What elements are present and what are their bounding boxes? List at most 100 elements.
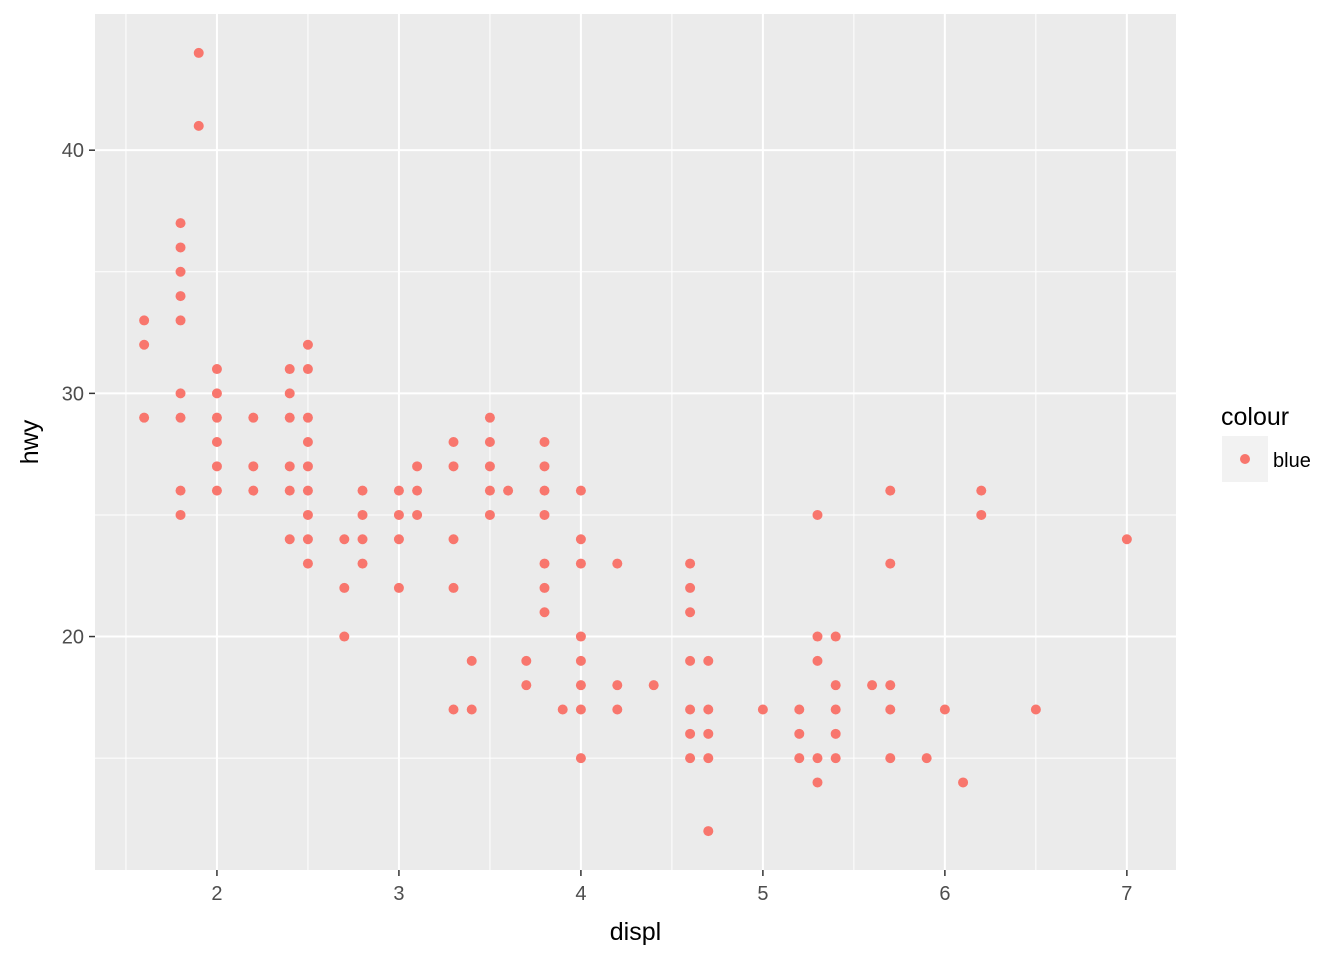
data-point: [648, 680, 659, 691]
data-point: [448, 461, 459, 472]
y-tick-label: 20: [62, 627, 84, 649]
data-point: [139, 339, 150, 350]
data-point: [284, 388, 295, 399]
data-point: [302, 364, 313, 375]
data-point: [175, 266, 186, 277]
data-point: [976, 509, 987, 520]
data-point: [703, 704, 714, 715]
data-point: [412, 485, 423, 496]
data-point: [830, 704, 841, 715]
data-point: [248, 412, 259, 423]
data-point: [393, 582, 404, 593]
data-point: [302, 412, 313, 423]
data-point: [448, 437, 459, 447]
legend-entries: blue: [1222, 436, 1311, 482]
data-point: [393, 509, 404, 520]
data-point: [302, 509, 313, 520]
data-point: [139, 412, 150, 423]
data-point: [211, 437, 222, 447]
data-point: [794, 704, 805, 715]
data-point: [575, 680, 586, 691]
data-point: [412, 461, 423, 472]
data-point: [284, 364, 295, 375]
data-point: [812, 655, 823, 666]
data-point: [357, 485, 368, 496]
data-point: [503, 485, 514, 496]
data-point: [248, 461, 259, 472]
data-point: [939, 704, 950, 715]
data-point: [466, 704, 477, 715]
data-point: [484, 437, 495, 447]
y-tick-label: 40: [62, 140, 84, 162]
data-point: [211, 412, 222, 423]
data-point: [484, 461, 495, 472]
data-point: [539, 509, 550, 520]
y-axis-title: hwy: [16, 419, 44, 464]
data-point: [575, 704, 586, 715]
x-tick-label: 6: [939, 883, 950, 905]
data-point: [302, 534, 313, 545]
data-point: [193, 47, 204, 58]
data-point: [703, 728, 714, 739]
data-point: [284, 485, 295, 496]
data-point: [339, 534, 350, 545]
data-point: [794, 728, 805, 739]
plot-panel: [95, 14, 1176, 870]
data-point: [539, 607, 550, 618]
data-point: [830, 680, 841, 691]
data-point: [302, 437, 313, 447]
data-point: [484, 509, 495, 520]
data-point: [139, 315, 150, 326]
data-point: [175, 509, 186, 520]
data-point: [685, 655, 696, 666]
data-point: [484, 412, 495, 423]
legend-marker: [1240, 454, 1250, 464]
data-point: [539, 558, 550, 569]
data-point: [685, 582, 696, 593]
data-point: [921, 753, 932, 764]
data-point: [357, 558, 368, 569]
data-point: [812, 631, 823, 642]
data-point: [794, 753, 805, 764]
data-point: [685, 728, 696, 739]
x-tick-label: 3: [393, 883, 404, 905]
legend-title: colour: [1221, 403, 1289, 431]
data-point: [393, 485, 404, 496]
data-point: [1121, 534, 1132, 545]
data-point: [539, 485, 550, 496]
data-point: [575, 534, 586, 545]
data-point: [448, 704, 459, 715]
data-point: [248, 485, 259, 496]
data-point: [885, 485, 896, 496]
data-point: [357, 509, 368, 520]
legend: colour blue: [1221, 403, 1311, 482]
data-point: [175, 218, 186, 229]
x-tick-label: 7: [1121, 883, 1132, 905]
data-point: [539, 461, 550, 472]
data-point: [284, 534, 295, 545]
data-point: [175, 388, 186, 399]
data-point: [757, 704, 768, 715]
data-point: [466, 655, 477, 666]
data-point: [685, 607, 696, 618]
y-tick-label: 30: [62, 383, 84, 405]
data-point: [357, 534, 368, 545]
data-point: [393, 534, 404, 545]
data-point: [175, 242, 186, 253]
x-tick-label: 5: [757, 883, 768, 905]
data-point: [685, 704, 696, 715]
data-point: [612, 680, 623, 691]
data-point: [211, 364, 222, 375]
data-point: [830, 631, 841, 642]
data-point: [302, 461, 313, 472]
data-point: [685, 558, 696, 569]
data-point: [812, 777, 823, 788]
data-point: [575, 485, 586, 496]
data-point: [885, 558, 896, 569]
data-point: [575, 631, 586, 642]
data-point: [539, 437, 550, 447]
data-point: [175, 315, 186, 326]
data-point: [575, 655, 586, 666]
data-point: [284, 412, 295, 423]
